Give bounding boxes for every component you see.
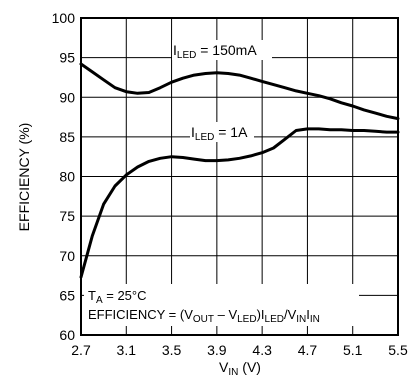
formula-sub-led2: LED <box>265 314 284 325</box>
series-label-150ma: ILED = 150mA <box>173 42 257 61</box>
series-line-1 <box>79 127 400 279</box>
annotation-temperature-sub: A <box>96 295 103 306</box>
x-axis-label-sub: IN <box>228 367 238 378</box>
y-tick-label: 80 <box>59 169 75 185</box>
formula-sub-led1: LED <box>237 314 256 325</box>
formula-mid4: I <box>306 307 310 322</box>
x-tick-label: 5.5 <box>388 342 408 358</box>
x-tick-label: 2.7 <box>71 342 91 358</box>
formula-mid3: /V <box>284 307 297 322</box>
formula-mid2: )I <box>257 307 265 322</box>
series-label-1a-main: I <box>191 124 195 140</box>
y-tick-label: 75 <box>59 208 75 224</box>
y-tick-label: 65 <box>59 287 75 303</box>
annotation-temperature: TA = 25°C <box>88 288 147 306</box>
curves <box>79 62 400 279</box>
y-tick-label: 95 <box>59 50 75 66</box>
series-label-150ma-sub: LED <box>177 50 196 61</box>
plot-frame <box>80 17 399 336</box>
y-axis-label: EFFICIENCY (%) <box>16 123 32 232</box>
series-label-150ma-main: I <box>173 42 177 58</box>
annotation-temperature-t: T <box>88 288 96 303</box>
annotation-efficiency-formula: EFFICIENCY = (VOUT – VLED)ILED/VINIIN <box>88 307 320 325</box>
x-axis-label-main: V <box>219 359 229 375</box>
x-tick-label: 5.1 <box>343 342 363 358</box>
series-label-1a-rest: = 1A <box>214 124 248 140</box>
x-tick-label: 3.5 <box>162 342 182 358</box>
x-tick-label: 3.9 <box>207 342 227 358</box>
x-tick-label: 3.1 <box>117 342 137 358</box>
formula-prefix: EFFICIENCY = (V <box>88 307 193 322</box>
y-tick-label: 70 <box>59 248 75 264</box>
x-tick-label: 4.7 <box>298 342 318 358</box>
y-tick-label: 100 <box>52 10 76 26</box>
series-label-bg-1a <box>190 122 254 142</box>
series-label-1a-sub: LED <box>195 132 214 143</box>
formula-sub-out: OUT <box>193 314 214 325</box>
annotation-bg <box>84 284 359 326</box>
formula-mid1: – V <box>214 307 237 322</box>
formula-sub-in1: IN <box>296 314 306 325</box>
formula-sub-in2: IN <box>310 314 320 325</box>
y-tick-labels: 60 65 70 75 80 85 90 95 100 <box>52 10 76 343</box>
series-label-1a: ILED = 1A <box>191 124 248 143</box>
x-tick-label: 4.3 <box>252 342 272 358</box>
annotation-temperature-rest: = 25°C <box>103 288 147 303</box>
x-tick-labels: 2.7 3.1 3.5 3.9 4.3 4.7 5.1 5.5 <box>71 342 408 358</box>
x-axis-label-unit: (V) <box>238 359 261 375</box>
y-tick-label: 60 <box>59 327 75 343</box>
y-tick-label: 85 <box>59 129 75 145</box>
series-line-0 <box>79 62 400 121</box>
series-label-bg-150ma <box>172 40 272 60</box>
series-label-150ma-rest: = 150mA <box>196 42 257 58</box>
y-tick-label: 90 <box>59 89 75 105</box>
x-axis-label: VIN (V) <box>219 359 261 378</box>
